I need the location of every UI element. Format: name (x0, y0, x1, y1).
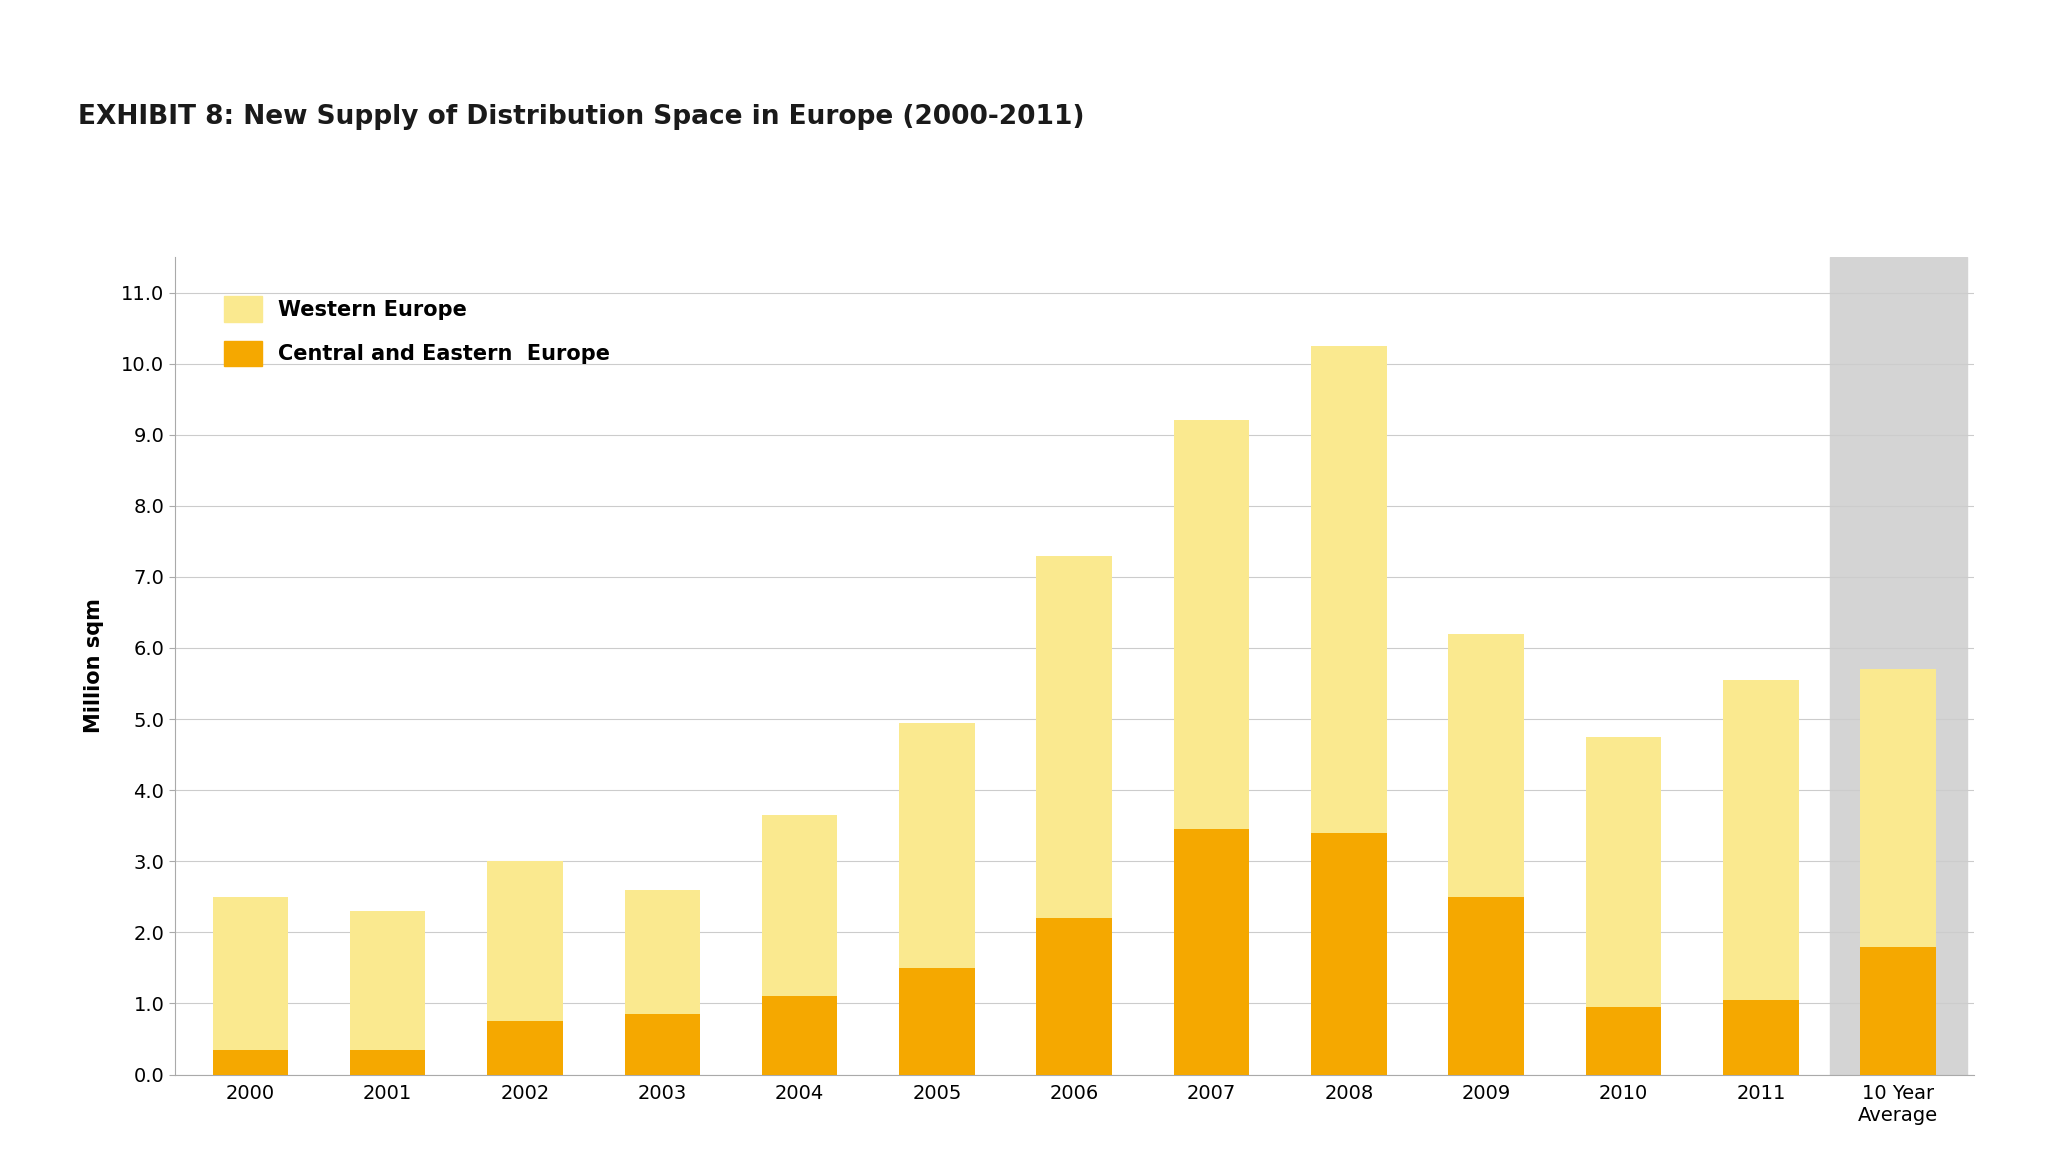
Bar (1449, 634, 1523, 897)
Y-axis label: Million sqm: Million sqm (84, 598, 105, 734)
Bar (487, 861, 563, 1021)
Bar (1036, 918, 1112, 1075)
Text: EXHIBIT 8: New Supply of Distribution Space in Europe (2000-2011): EXHIBIT 8: New Supply of Distribution Sp… (78, 104, 1086, 130)
Bar (1723, 1000, 1799, 1075)
Bar (763, 815, 837, 996)
Bar (1585, 1007, 1661, 1075)
Bar (625, 1014, 699, 1075)
Bar (1861, 669, 1937, 946)
Bar (1723, 680, 1799, 1000)
Bar (1036, 556, 1112, 918)
Bar (212, 897, 288, 1050)
Bar (350, 1050, 426, 1075)
Legend: Western Europe, Central and Eastern  Europe: Western Europe, Central and Eastern Euro… (204, 276, 631, 387)
Bar (1861, 946, 1937, 1075)
Bar (1312, 833, 1386, 1075)
Bar (898, 723, 975, 968)
Bar (763, 996, 837, 1075)
Bar (350, 911, 426, 1050)
Bar (898, 968, 975, 1075)
Bar (1585, 737, 1661, 1007)
Bar (487, 1021, 563, 1075)
Bar (625, 890, 699, 1014)
Bar (1174, 829, 1250, 1075)
Bar (1830, 257, 1968, 1075)
Bar (212, 1050, 288, 1075)
Bar (1174, 420, 1250, 829)
Bar (1449, 897, 1523, 1075)
Bar (1312, 346, 1386, 833)
